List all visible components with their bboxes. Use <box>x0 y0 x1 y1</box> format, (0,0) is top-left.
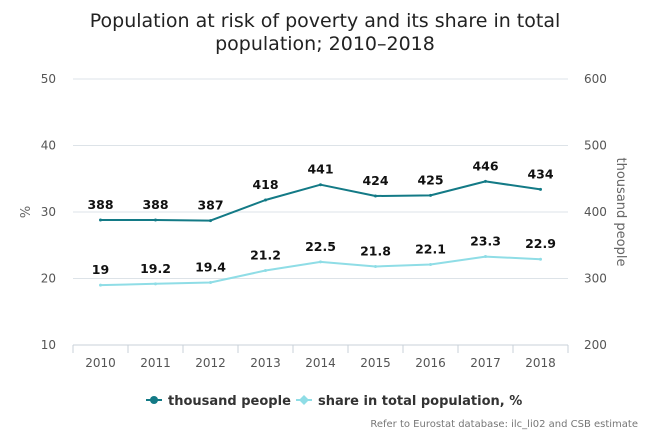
x-tick-label: 2011 <box>140 356 171 370</box>
x-tick-label: 2013 <box>250 356 281 370</box>
legend-label: share in total population, % <box>318 394 522 409</box>
y-left-tick-label: 10 <box>41 338 56 352</box>
data-point <box>429 263 432 267</box>
x-tick-label: 2015 <box>360 356 391 370</box>
y-left-tick-label: 20 <box>41 272 56 286</box>
y-left-tick-label: 30 <box>41 205 56 219</box>
data-point <box>539 257 542 261</box>
x-tick-label: 2017 <box>470 356 501 370</box>
y-right-tick-label: 200 <box>584 338 607 352</box>
y-right-tick-label: 300 <box>584 272 607 286</box>
data-label: 22.1 <box>415 242 446 257</box>
legend-label: thousand people <box>168 394 291 409</box>
y-right-tick-label: 500 <box>584 139 607 153</box>
data-label: 434 <box>527 166 553 181</box>
data-label: 388 <box>87 197 113 212</box>
data-point <box>99 283 102 287</box>
data-label: 21.8 <box>360 244 391 259</box>
data-label: 19.4 <box>195 259 226 274</box>
data-label: 424 <box>362 173 388 188</box>
x-tick-label: 2010 <box>85 356 116 370</box>
y-right-tick-label: 600 <box>584 72 607 86</box>
data-label: 441 <box>307 162 333 177</box>
data-point <box>319 183 322 187</box>
data-label: 22.9 <box>525 236 556 251</box>
data-point <box>319 260 322 264</box>
data-point <box>374 194 377 198</box>
data-label: 387 <box>197 198 223 213</box>
data-point <box>209 219 212 223</box>
data-point <box>154 218 157 222</box>
legend-marker-circle <box>150 396 158 404</box>
y-axis-left-title: % <box>19 206 34 218</box>
data-point <box>154 282 157 286</box>
x-tick-label: 2014 <box>305 356 336 370</box>
data-label: 425 <box>417 172 443 187</box>
data-label: 19 <box>92 262 109 277</box>
legend-marker-diamond <box>299 395 309 405</box>
x-tick-label: 2018 <box>525 356 556 370</box>
grid <box>73 78 568 346</box>
data-label: 418 <box>252 177 278 192</box>
data-point <box>539 187 542 191</box>
data-label: 21.2 <box>250 248 281 263</box>
data-label: 19.2 <box>140 261 171 276</box>
data-labels: 388 388 387 418 441 424 425 446 434 19 19.2 19.4 21.… <box>87 158 555 277</box>
data-point <box>374 265 377 269</box>
x-tick-label: 2016 <box>415 356 446 370</box>
data-point <box>209 280 212 284</box>
y-right-tick-label: 400 <box>584 205 607 219</box>
data-point <box>484 179 487 183</box>
x-tick-label: 2012 <box>195 356 226 370</box>
chart-title-line-1: Population at risk of poverty and its sh… <box>90 10 561 32</box>
data-point <box>99 218 102 222</box>
data-point <box>429 193 432 197</box>
y-left-tick-label: 40 <box>41 139 56 153</box>
data-point <box>264 198 267 202</box>
chart-title-line-2: population; 2010–2018 <box>215 33 435 55</box>
data-label: 388 <box>142 197 168 212</box>
data-point <box>264 269 267 273</box>
series-area <box>99 179 542 287</box>
data-label: 446 <box>472 158 498 173</box>
y-axis-right-title: thousand people <box>613 158 628 267</box>
data-label: 23.3 <box>470 234 501 249</box>
y-left-tick-label: 50 <box>41 72 56 86</box>
source-credit: Refer to Eurostat database: ilc_li02 and… <box>370 419 638 430</box>
data-point <box>484 255 487 259</box>
data-label: 22.5 <box>305 239 336 254</box>
axes: 10 20 30 40 50 200 300 400 500 600 2010 2011 2012 201… <box>41 72 607 370</box>
legend: thousand people share in total population… <box>146 394 522 409</box>
